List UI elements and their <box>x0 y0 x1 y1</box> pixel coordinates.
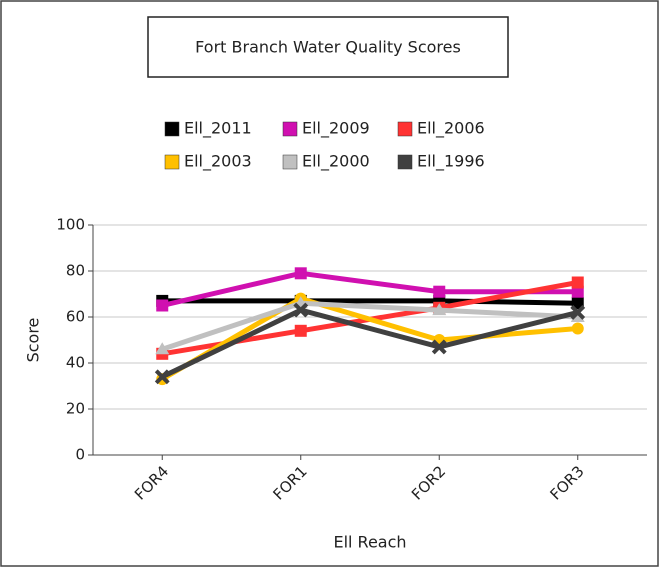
legend-label: Ell_2003 <box>184 152 252 172</box>
marker <box>571 276 584 289</box>
legend-label: Ell_1996 <box>417 152 485 172</box>
legend-swatch <box>164 121 180 137</box>
legend-label: Ell_2006 <box>417 119 485 139</box>
legend-swatch <box>397 121 413 137</box>
marker <box>156 299 169 312</box>
legend-swatch <box>397 154 413 170</box>
marker <box>571 322 584 335</box>
series-line <box>161 270 578 308</box>
series-line <box>160 296 578 382</box>
chart-title: Fort Branch Water Quality Scores <box>195 38 461 57</box>
marker <box>432 303 447 316</box>
marker <box>570 304 586 320</box>
legend-swatch <box>282 121 298 137</box>
series-line <box>161 307 579 380</box>
series-line <box>161 300 578 352</box>
legend-swatch <box>282 154 298 170</box>
marker <box>570 310 585 322</box>
marker <box>431 339 447 355</box>
y-tick-label: 60 <box>66 308 85 326</box>
legend-label: Ell_2011 <box>184 119 252 139</box>
y-tick-label: 100 <box>56 216 85 234</box>
x-axis-label: Ell Reach <box>333 533 406 552</box>
marker <box>155 342 170 355</box>
legend-label: Ell_2009 <box>302 119 370 139</box>
marker <box>294 267 307 280</box>
y-axis-label: Score <box>24 318 43 363</box>
legend-swatch <box>164 154 180 170</box>
marker <box>571 285 584 298</box>
legend-label: Ell_2000 <box>302 152 370 172</box>
series-line <box>162 298 578 306</box>
y-tick-label: 0 <box>75 446 85 464</box>
y-tick-label: 80 <box>66 262 85 280</box>
marker <box>293 302 309 318</box>
marker <box>154 369 170 385</box>
marker <box>294 324 307 337</box>
title-box <box>147 16 509 78</box>
y-tick-label: 40 <box>66 354 85 372</box>
y-tick-label: 20 <box>66 400 85 418</box>
marker <box>571 297 584 310</box>
marker <box>433 285 446 298</box>
